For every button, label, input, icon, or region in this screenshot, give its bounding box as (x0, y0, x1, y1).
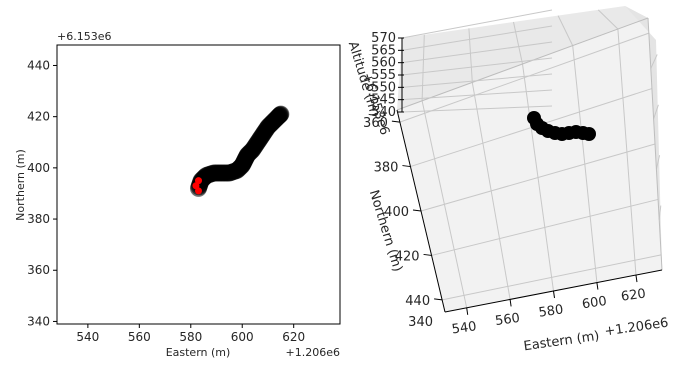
right-y-tick-label: 420 (395, 249, 420, 264)
right-x-tick (509, 299, 512, 307)
floor-gridline-eastern (572, 45, 598, 283)
floor-back-edge (396, 17, 649, 111)
left-x-tick-label: 560 (128, 330, 151, 344)
wall-gridline (557, 15, 574, 46)
wall-gridline-altitude (401, 89, 553, 101)
side-wall-pane (625, 6, 662, 270)
wall-gridline-altitude (401, 57, 553, 76)
right-chart-marks (527, 111, 596, 141)
wall-gridline-altitude (401, 41, 553, 64)
wall-gridline (513, 21, 523, 65)
wall-gridline (421, 34, 425, 101)
right-y-tick-label: 380 (374, 161, 399, 176)
right-x-tick-label: 620 (620, 286, 647, 304)
left-x-tick-label: 540 (76, 330, 99, 344)
left-x-ticks: 540 560 580 600 620 (76, 324, 305, 344)
left-y-axis-label: Northern (m) (14, 149, 27, 221)
wall-gridline-altitude (401, 73, 553, 88)
right-x-axis-line (444, 269, 663, 313)
left-y-tick-label: 360 (27, 263, 50, 277)
floor-gridline-eastern (522, 63, 554, 292)
right-x-tick-label: 540 (451, 319, 478, 337)
right-x-tick (553, 290, 555, 299)
right-y-tick-label: 440 (405, 294, 430, 309)
left-y-ticks: 340 360 380 400 420 440 (27, 58, 57, 328)
right-x-tick-label: 580 (538, 302, 565, 320)
side-wall-gridline (650, 54, 658, 69)
right-z-tick-label: 550 (371, 80, 396, 95)
right-y-tick (423, 253, 432, 256)
wall-gridline-altitude (401, 25, 553, 51)
right-x-offset-label: +1.206e6 (604, 316, 670, 340)
right-y-tick-label: 360 (363, 116, 388, 131)
right-y-axis-label: Northern (m) (366, 188, 405, 273)
left-x-tick-label: 620 (282, 330, 305, 344)
right-x-tick (596, 282, 599, 290)
left-y-tick-label: 380 (27, 212, 50, 226)
wall-gridline (597, 9, 619, 30)
left-start-marker (195, 177, 202, 185)
left-chart-marks (190, 105, 290, 197)
left-track-point (272, 105, 290, 123)
wall-gridline (468, 28, 473, 83)
right-y-tick (391, 120, 400, 123)
left-x-tick-label: 580 (179, 330, 202, 344)
right-grid-lines (396, 9, 663, 308)
right-y-tick (412, 209, 422, 212)
right-z-tick-label: 560 (371, 56, 396, 71)
right-z-tick-label: 555 (371, 68, 396, 83)
right-y-axis-line (396, 109, 446, 313)
left-y-tick-label: 340 (27, 314, 50, 328)
left-y-tick-label: 420 (27, 110, 50, 124)
right-x-tick-label: 560 (494, 311, 521, 329)
right-z-tick-label: 540 (371, 105, 396, 120)
right-y-extra-tick-label: 340 (408, 315, 433, 330)
right-y-tick (402, 165, 411, 168)
left-x-axis-label: Eastern (m) (166, 346, 231, 359)
right-z-tick-label: 570 (371, 31, 396, 46)
right-z-tick-label: 545 (371, 93, 396, 108)
floor-gridline-eastern (617, 29, 637, 276)
wall-gridline-altitude (401, 105, 553, 113)
left-x-tick-label: 600 (231, 330, 254, 344)
left-x-offset-label: +1.206e6 (286, 346, 340, 359)
side-wall-gridline (655, 155, 661, 170)
left-y-tick-label: 400 (27, 161, 50, 175)
left-y-tick-label: 440 (27, 58, 50, 72)
right-track-point (582, 127, 596, 141)
right-z-tick-label: 565 (371, 43, 396, 58)
right-y-tick-label: 400 (384, 205, 409, 220)
back-wall-pane (397, 6, 648, 110)
floor-pane (397, 18, 662, 312)
right-x-axis-label: Eastern (m) (523, 329, 601, 354)
right-y-tick (434, 298, 443, 301)
floor-right-edge (647, 17, 663, 271)
right-x-tick (466, 307, 469, 315)
right-x-tick (635, 274, 638, 283)
wall-gridline-altitude (401, 9, 553, 39)
right-x-tick-label: 600 (581, 294, 608, 312)
left-y-offset-label: +6.153e6 (57, 30, 111, 43)
floor-gridline-eastern (471, 82, 511, 300)
floor-gridline-eastern (421, 100, 468, 308)
side-wall-gridline (653, 104, 659, 119)
left-plot-frame (56, 44, 341, 325)
